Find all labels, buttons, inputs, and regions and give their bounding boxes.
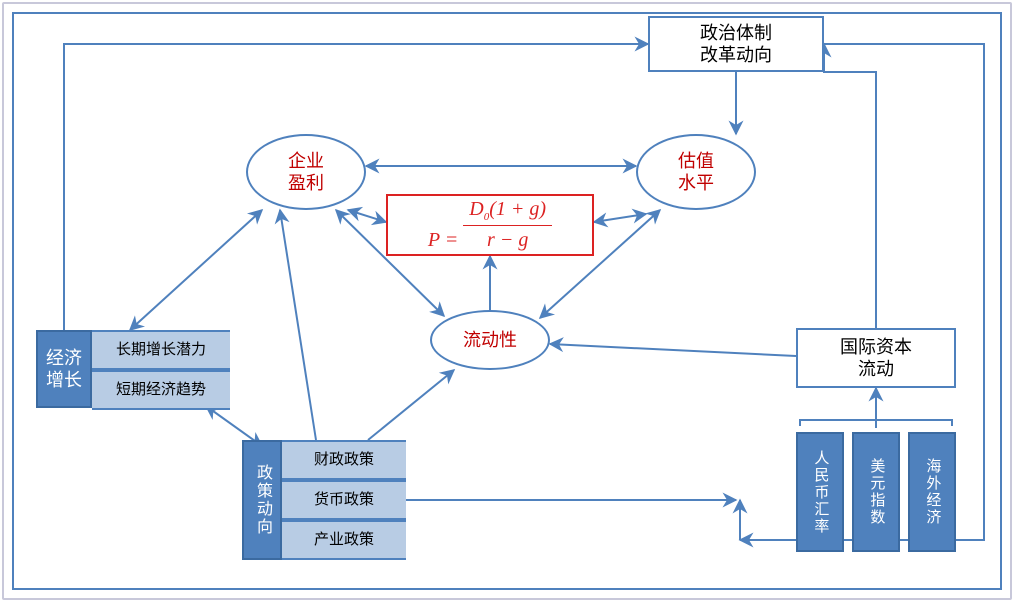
label: 货币政策	[314, 491, 374, 510]
node-economic-growth: 经济增长	[36, 330, 92, 408]
node-enterprise-profit: 企业盈利	[246, 134, 366, 210]
node-fiscal-policy: 财政政策	[282, 440, 406, 480]
label: 经济增长	[46, 347, 82, 392]
label: 流动性	[463, 329, 517, 352]
node-intl-capital-flow: 国际资本流动	[796, 328, 956, 388]
node-overseas-econ: 海外经济	[908, 432, 956, 552]
node-longterm-potential: 长期增长潜力	[92, 330, 230, 370]
node-shortterm-trend: 短期经济趋势	[92, 370, 230, 410]
label: 政策动向	[252, 464, 272, 536]
label: 估值水平	[678, 150, 714, 195]
node-liquidity: 流动性	[430, 310, 550, 370]
formula-text: P = D0(1 + g)r − g	[428, 197, 552, 253]
node-rmb-rate: 人民币汇率	[796, 432, 844, 552]
label: 人民币汇率	[811, 450, 830, 535]
label: 企业盈利	[288, 150, 324, 195]
label: 财政政策	[314, 451, 374, 470]
label: 长期增长潜力	[116, 341, 206, 360]
node-policy-direction: 政策动向	[242, 440, 282, 560]
node-formula: P = D0(1 + g)r − g	[386, 194, 594, 256]
label: 美元指数	[867, 458, 886, 526]
node-industry-policy: 产业政策	[282, 520, 406, 560]
node-usd-index: 美元指数	[852, 432, 900, 552]
node-monetary-policy: 货币政策	[282, 480, 406, 520]
diagram-canvas: 政治体制改革动向 企业盈利 估值水平 P = D0(1 + g)r − g 流动…	[0, 0, 1014, 602]
label: 海外经济	[923, 458, 942, 526]
label: 政治体制改革动向	[700, 22, 772, 67]
label: 短期经济趋势	[116, 381, 206, 400]
label: 国际资本流动	[840, 336, 912, 381]
node-valuation-level: 估值水平	[636, 134, 756, 210]
label: 产业政策	[314, 531, 374, 550]
node-political-reform: 政治体制改革动向	[648, 16, 824, 72]
